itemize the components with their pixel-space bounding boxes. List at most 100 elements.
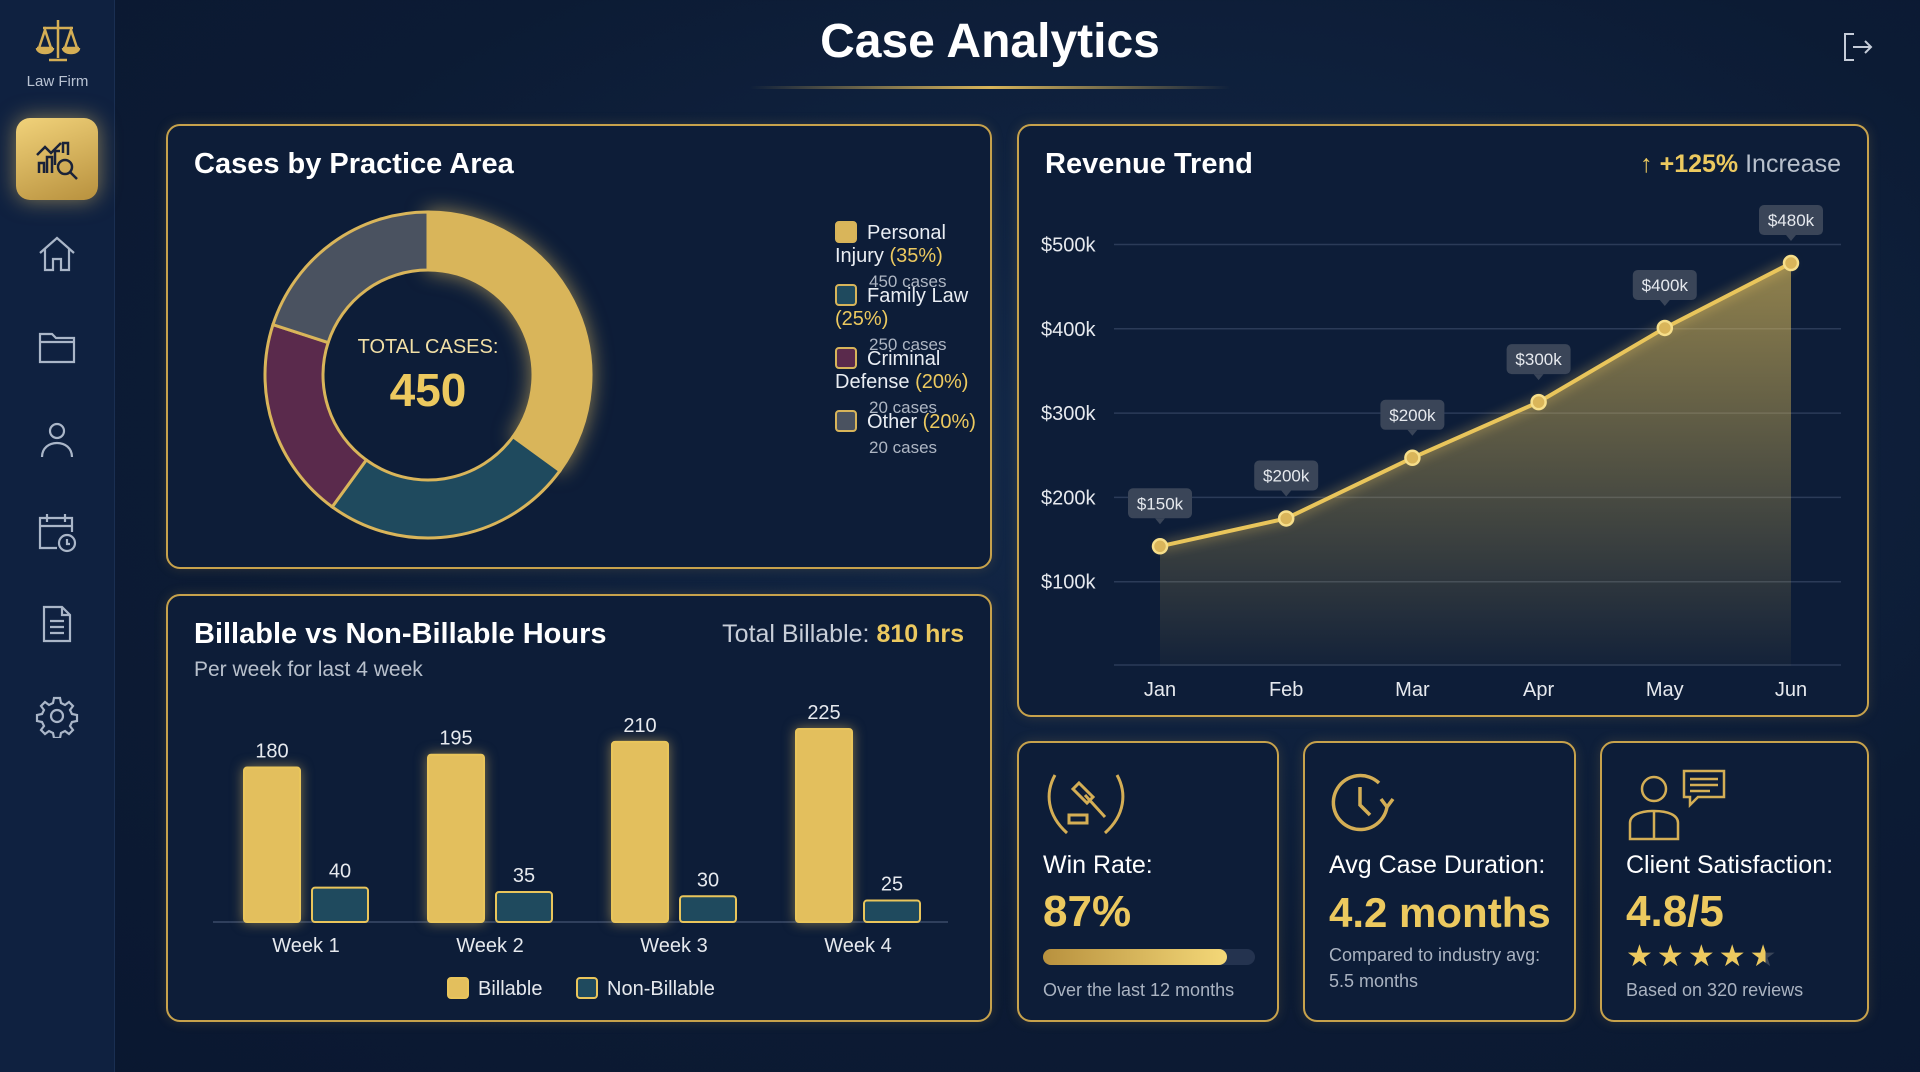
data-label-bg	[1759, 205, 1823, 236]
y-tick-label: $500k	[1041, 235, 1096, 257]
legend-label: Billable	[478, 978, 542, 1000]
donut-segment-1[interactable]	[330, 434, 562, 540]
home-icon	[39, 236, 75, 272]
legend-swatch	[447, 977, 469, 999]
data-label: $480k	[1768, 211, 1815, 230]
star-full-icon: ★	[1687, 940, 1719, 973]
legend-label: Other	[867, 411, 918, 433]
revenue-point[interactable]	[1404, 449, 1421, 467]
data-label-pointer	[1786, 235, 1796, 242]
legend-swatch	[835, 347, 857, 369]
donut-center-value: 450	[389, 364, 467, 416]
duration-label: Avg Case Duration:	[1329, 851, 1546, 879]
win-rate-note: Over the last 12 months	[1043, 980, 1235, 1000]
duration-value: 4.2 months	[1329, 889, 1551, 936]
gavel-laurel-icon	[1047, 774, 1125, 835]
revenue-point[interactable]	[1656, 319, 1674, 337]
legend-swatch	[835, 221, 857, 243]
x-tick-label: Week 4	[824, 935, 891, 957]
legend-label: Family Law	[867, 285, 969, 307]
win-rate-card: Win Rate: 87% Over the last 12 months	[1017, 741, 1279, 1022]
data-label-bg	[1254, 460, 1319, 491]
satisfaction-label: Client Satisfaction:	[1626, 851, 1834, 879]
non-billable-bar[interactable]	[311, 886, 369, 923]
practice-area-card: Cases by Practice Area TOTAL CASES: 450 …	[166, 124, 992, 569]
total-billable-label: Total Billable:	[722, 620, 870, 648]
bar-value-label: 225	[807, 702, 840, 724]
analytics-search-icon	[36, 141, 78, 180]
donut-chart	[263, 210, 593, 540]
revenue-point[interactable]	[1530, 393, 1547, 411]
bar-value-label: 180	[255, 741, 288, 763]
logout-icon	[1844, 33, 1873, 61]
legend-count: 250 cases	[869, 335, 947, 354]
x-tick-label: Week 2	[456, 935, 523, 957]
legend-item: Other (20%) 20 cases	[835, 410, 976, 458]
sidebar-item-settings[interactable]	[16, 675, 98, 757]
data-label-bg	[1380, 399, 1445, 430]
data-label: $400k	[1642, 276, 1689, 295]
document-icon	[42, 605, 72, 643]
revenue-point[interactable]	[1782, 254, 1800, 272]
non-billable-bar[interactable]	[863, 899, 921, 923]
revenue-point[interactable]	[1151, 538, 1169, 555]
card-title: Revenue Trend	[1045, 148, 1253, 180]
non-billable-bar[interactable]	[679, 895, 737, 924]
data-label-pointer	[1407, 429, 1418, 436]
total-billable: Total Billable: 810 hrs	[722, 620, 964, 649]
satisfaction-value: 4.8/5	[1626, 887, 1724, 936]
bar-value-label: 35	[513, 865, 535, 887]
sidebar-item-home[interactable]	[16, 213, 98, 295]
revenue-change: ↑ +125% Increase	[1640, 150, 1841, 179]
legend-count: 450 cases	[869, 272, 947, 291]
legend-pct: (20%)	[915, 371, 969, 393]
sidebar-item-analytics[interactable]	[16, 118, 98, 200]
legend-swatch	[576, 977, 598, 999]
legend-pct: (35%)	[889, 245, 943, 267]
billable-bar[interactable]	[795, 727, 853, 923]
sidebar-item-cases[interactable]	[16, 306, 98, 388]
data-label-pointer	[1533, 374, 1544, 381]
data-label-pointer	[1659, 299, 1670, 306]
donut-segment-0[interactable]	[426, 210, 593, 473]
legend-item: Personal Injury (35%) 450 cases	[835, 221, 990, 292]
legend-label: Criminal Defense	[835, 348, 941, 393]
legend-count: 20 cases	[869, 438, 938, 457]
logout-button[interactable]	[1840, 30, 1874, 69]
y-tick-label: $100k	[1041, 572, 1096, 594]
legend-swatch	[835, 410, 857, 432]
billable-bar[interactable]	[427, 753, 485, 923]
star-half-icon: ★	[1749, 940, 1781, 973]
sidebar-item-documents[interactable]	[16, 583, 98, 665]
folder-icon	[38, 332, 76, 364]
legend-item: Criminal Defense (20%) 20 cases	[835, 347, 990, 418]
revenue-line-chart: $100k $200k $300k $400k $500k $150k Jan $200k Fe…	[1041, 205, 1841, 701]
duration-compare: Compared to industry avg:	[1329, 945, 1541, 965]
brand-logo[interactable]: Law Firm	[0, 16, 115, 90]
data-label: $200k	[1389, 406, 1436, 425]
sidebar-item-clients[interactable]	[16, 399, 98, 481]
y-tick-label: $200k	[1041, 487, 1096, 509]
y-tick-label: $300k	[1041, 403, 1096, 425]
win-rate-progress	[1043, 949, 1255, 965]
billable-bar[interactable]	[243, 766, 301, 923]
billable-bar[interactable]	[611, 740, 669, 923]
data-label: $300k	[1515, 350, 1562, 369]
data-label-pointer	[1281, 490, 1292, 497]
data-label-bg	[1632, 269, 1697, 300]
donut-segment-3[interactable]	[271, 210, 430, 345]
bar-value-label: 210	[623, 715, 656, 737]
legend-swatch	[835, 284, 857, 306]
data-label: $200k	[1263, 466, 1310, 485]
win-rate-label: Win Rate:	[1043, 851, 1153, 879]
revenue-point[interactable]	[1277, 510, 1295, 527]
x-tick-label: Week 3	[640, 935, 707, 957]
star-full-icon: ★	[1718, 940, 1750, 973]
duration-industry: 5.5 months	[1329, 971, 1419, 991]
bar-value-label: 30	[697, 869, 719, 891]
legend-pct: (20%)	[922, 411, 976, 433]
scales-of-justice-icon	[35, 20, 80, 62]
sidebar-item-calendar[interactable]	[16, 491, 98, 573]
x-tick-label: Apr	[1523, 679, 1554, 701]
non-billable-bar[interactable]	[495, 890, 553, 924]
